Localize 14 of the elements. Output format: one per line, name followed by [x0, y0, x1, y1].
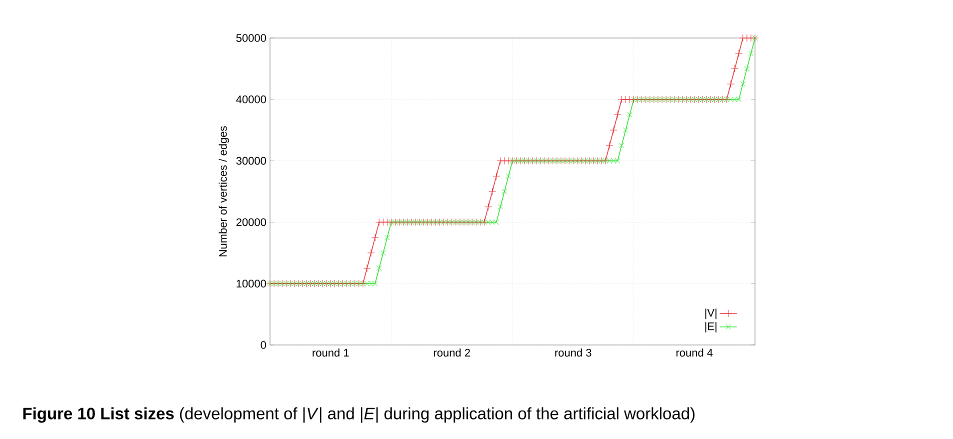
x-tick-label: round 1	[312, 348, 349, 357]
y-tick-label: 40000	[236, 96, 266, 104]
y-tick-label: 30000	[236, 156, 266, 165]
legend-label: |V|	[705, 308, 716, 319]
y-tick-label: 50000	[236, 34, 266, 42]
legend-label: |E|	[705, 322, 716, 332]
x-tick-label: round 3	[555, 348, 592, 357]
y-tick-label: 20000	[236, 218, 266, 226]
y-tick-label: 10000	[236, 280, 266, 288]
x-tick-label: round 2	[434, 348, 470, 357]
x-tick-label: round 4	[676, 348, 713, 357]
y-tick-label: 0	[260, 341, 266, 349]
y-axis-title: Number of vertices / edges	[218, 126, 230, 256]
text: Figure 10 List sizes (development of |V| and |E| during application of the artificial workload)	[23, 407, 695, 423]
